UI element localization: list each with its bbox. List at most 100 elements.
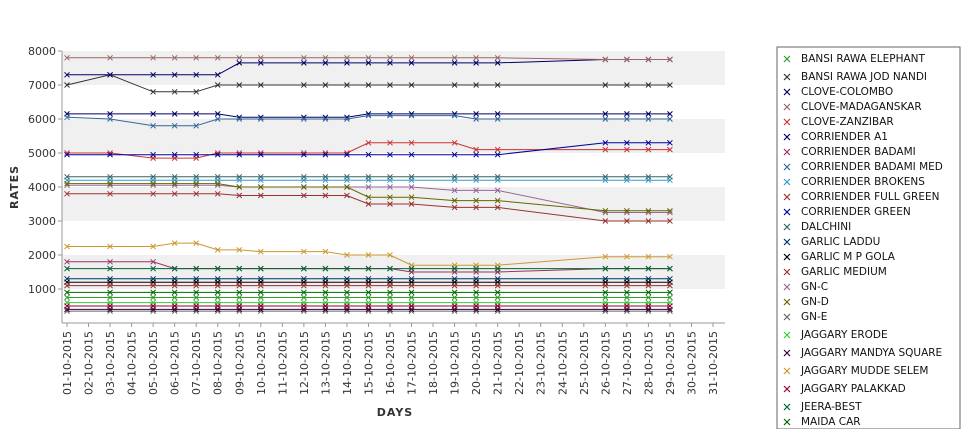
- data-point: [107, 303, 113, 309]
- legend-label: CORRIENDER FULL GREEN: [801, 191, 939, 203]
- data-point: [473, 197, 479, 204]
- legend-marker: [783, 88, 791, 96]
- legend-label: GN-C: [801, 281, 828, 293]
- data-point: [365, 82, 372, 88]
- data-point: [257, 173, 264, 180]
- data-point: [257, 54, 264, 61]
- data-point: [193, 240, 200, 246]
- data-point: [473, 303, 479, 309]
- data-point: [257, 192, 264, 199]
- data-point: [494, 289, 501, 296]
- legend-marker: [783, 313, 791, 321]
- data-point: [193, 111, 200, 117]
- grid-band: [62, 119, 725, 153]
- series-23: [64, 289, 673, 296]
- data-point: [150, 243, 156, 250]
- x-tick-label: 08-10-2015: [212, 331, 225, 395]
- data-point: [387, 184, 393, 190]
- x-tick-label: 29-10-2015: [664, 331, 677, 395]
- data-point: [301, 289, 307, 296]
- data-point: [257, 60, 264, 66]
- data-point: [322, 248, 329, 255]
- data-point: [301, 192, 307, 199]
- data-point: [214, 71, 221, 78]
- x-tick-label: 20-10-2015: [470, 331, 483, 395]
- data-point: [602, 111, 609, 117]
- data-point: [344, 82, 350, 88]
- data-point: [451, 197, 458, 204]
- data-point: [150, 265, 156, 272]
- data-point: [301, 60, 307, 66]
- data-point: [257, 294, 264, 301]
- legend-label: JAGGARY ERODE: [800, 329, 888, 341]
- legend-marker: [783, 118, 791, 126]
- data-point: [473, 60, 479, 66]
- data-point: [171, 54, 178, 61]
- legend-marker: [783, 418, 791, 426]
- data-point: [624, 294, 630, 301]
- data-point: [408, 265, 415, 272]
- data-point: [150, 54, 156, 61]
- data-point: [257, 282, 264, 289]
- data-point: [257, 151, 264, 158]
- x-tick-label: 04-10-2015: [126, 331, 139, 395]
- data-point: [408, 151, 415, 158]
- data-point: [387, 112, 393, 119]
- x-tick-label: 02-10-2015: [83, 331, 96, 395]
- data-point: [193, 88, 200, 95]
- data-point: [494, 204, 501, 211]
- data-point: [387, 194, 393, 201]
- data-point: [301, 282, 307, 289]
- data-point: [365, 60, 372, 66]
- data-point: [365, 112, 372, 119]
- data-point: [645, 111, 652, 117]
- legend-label: CORRIENDER GREEN: [801, 206, 911, 218]
- legend-box: [776, 46, 961, 429]
- legend-marker: [783, 367, 791, 375]
- series-3: [64, 54, 673, 63]
- data-point: [645, 82, 652, 88]
- y-tick-label: 3000: [28, 215, 56, 228]
- series-7: [64, 112, 673, 129]
- data-point: [214, 303, 221, 309]
- y-tick-label: 4000: [28, 181, 56, 194]
- data-point: [236, 282, 243, 289]
- x-tick-label: 10-10-2015: [255, 331, 268, 395]
- data-point: [645, 116, 652, 122]
- legend-label: JAGGARY PALAKKAD: [800, 383, 906, 395]
- data-point: [387, 265, 393, 272]
- data-point: [624, 282, 630, 289]
- x-tick-label: 15-10-2015: [362, 331, 375, 395]
- legend-marker: [783, 331, 791, 339]
- legend-label: CORRIENDER BADAMI MED: [801, 161, 943, 173]
- y-tick-label: 5000: [28, 147, 56, 160]
- series-18: [64, 299, 673, 306]
- data-point: [257, 289, 264, 296]
- data-point: [150, 88, 156, 95]
- data-point: [214, 294, 221, 301]
- data-point: [107, 111, 113, 117]
- data-point: [301, 116, 307, 122]
- x-tick-label: 03-10-2015: [104, 331, 117, 395]
- data-point: [602, 218, 609, 224]
- data-point: [171, 173, 178, 180]
- data-point: [322, 151, 329, 158]
- data-point: [365, 265, 372, 272]
- data-point: [193, 71, 200, 78]
- data-point: [64, 243, 70, 250]
- data-point: [365, 289, 372, 296]
- legend-label: CORRIENDER BROKENS: [801, 176, 925, 188]
- data-point: [408, 54, 415, 61]
- data-point: [236, 265, 243, 272]
- data-point: [193, 180, 200, 187]
- data-point: [107, 71, 113, 78]
- x-tick-label: 05-10-2015: [147, 331, 160, 395]
- data-point: [602, 146, 609, 153]
- data-point: [451, 265, 458, 272]
- legend-label: MAIDA CAR: [801, 416, 861, 428]
- data-point: [322, 294, 329, 301]
- data-point: [387, 282, 393, 289]
- series-16: [64, 180, 673, 214]
- legend-label: CLOVE-COLOMBO: [801, 86, 893, 98]
- data-point: [322, 265, 329, 272]
